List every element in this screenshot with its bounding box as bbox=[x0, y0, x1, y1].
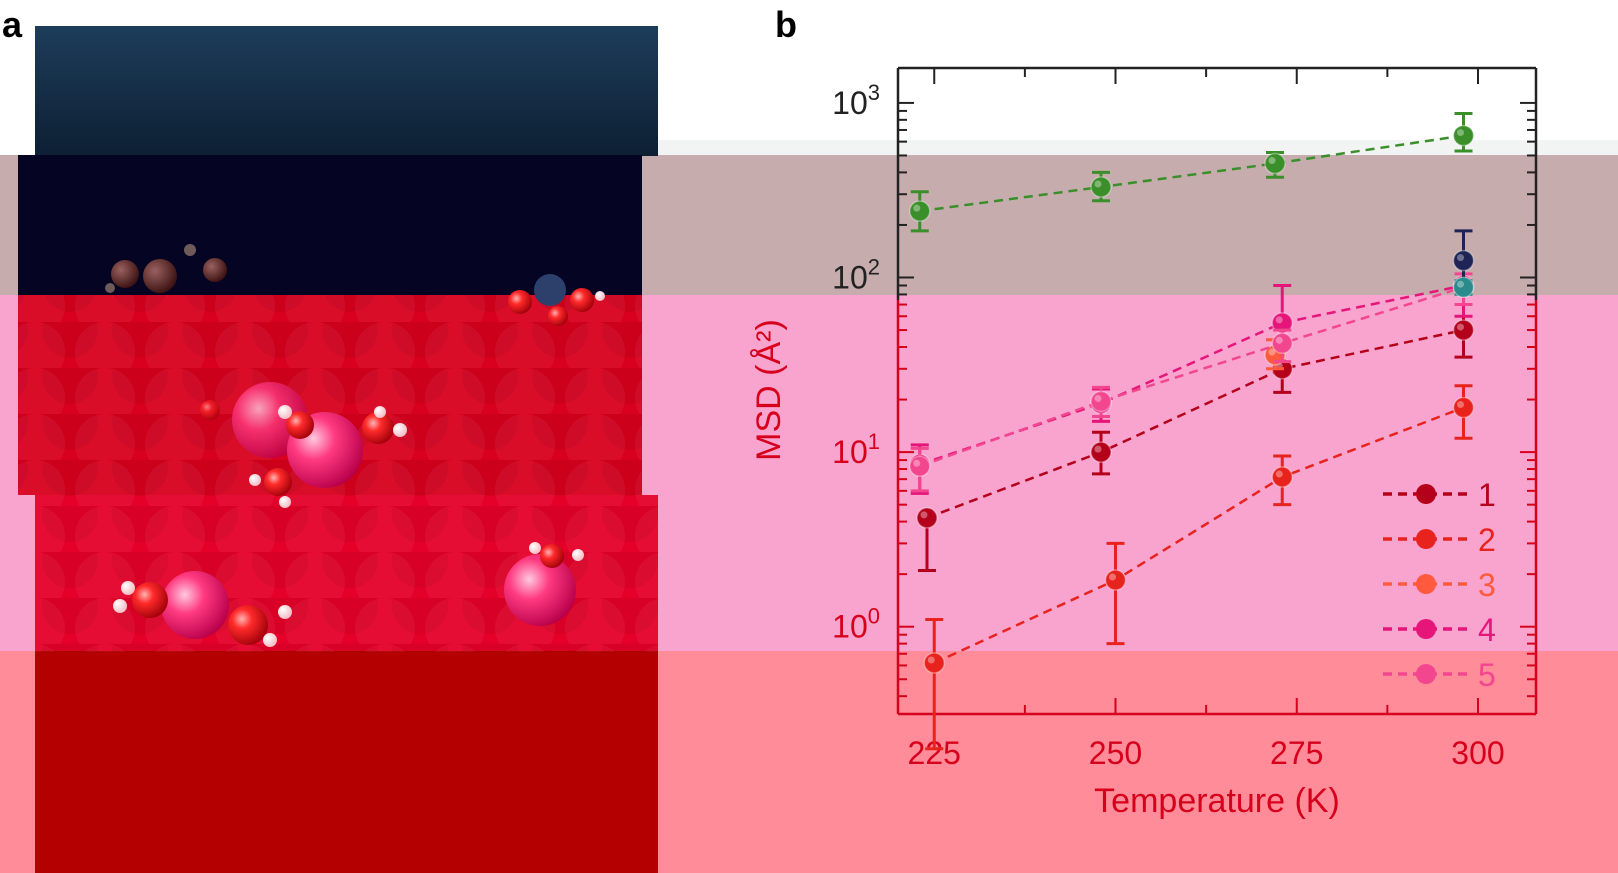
legend-label: 2 bbox=[1478, 522, 1496, 558]
data-point bbox=[1271, 332, 1293, 355]
water-molecule-icon bbox=[504, 542, 584, 626]
series-line bbox=[919, 286, 1464, 468]
data-point bbox=[1452, 319, 1475, 341]
y-tick-exponent: 3 bbox=[868, 80, 880, 105]
image-top-dark bbox=[35, 26, 658, 156]
legend-marker bbox=[1416, 529, 1436, 549]
y-tick-base: 10 bbox=[832, 85, 868, 121]
data-point-highlight bbox=[1094, 394, 1102, 402]
legend-marker bbox=[1416, 484, 1436, 504]
data-point-highlight bbox=[1457, 280, 1464, 288]
y-tick-label: 100 bbox=[832, 604, 880, 645]
data-point-highlight bbox=[1457, 129, 1464, 137]
x-tick-label: 250 bbox=[1089, 735, 1142, 771]
data-point bbox=[909, 455, 931, 477]
x-tick-label: 300 bbox=[1451, 735, 1504, 771]
data-point-highlight bbox=[1457, 401, 1464, 409]
y-tick-exponent: 2 bbox=[868, 255, 880, 280]
legend-label: 4 bbox=[1478, 612, 1496, 648]
x-tick-label: 275 bbox=[1270, 735, 1323, 771]
data-series bbox=[909, 111, 1475, 751]
legend: 1 2 3 4 5 bbox=[1383, 477, 1496, 693]
series-series_green bbox=[909, 111, 1475, 233]
y-axis-title: MSD (Å²) bbox=[750, 319, 788, 461]
data-point-highlight bbox=[913, 204, 921, 212]
data-point bbox=[1104, 569, 1127, 591]
legend-item: 5 bbox=[1383, 657, 1496, 693]
data-point-highlight bbox=[927, 656, 935, 664]
image-bottom-dark-red bbox=[35, 651, 658, 873]
data-point-highlight bbox=[1275, 470, 1283, 478]
data-point-highlight bbox=[1457, 323, 1464, 331]
data-point bbox=[1090, 441, 1112, 463]
data-point bbox=[916, 507, 938, 529]
y-tick-base: 10 bbox=[832, 260, 868, 296]
data-point bbox=[923, 652, 945, 674]
panel-a-image bbox=[18, 26, 658, 873]
water-molecule-icon bbox=[113, 571, 292, 647]
series-line bbox=[926, 328, 1464, 520]
water-molecule-icon bbox=[105, 244, 227, 293]
panel-label-b: b bbox=[775, 4, 797, 45]
data-point bbox=[909, 200, 931, 222]
band-white-strip bbox=[627, 140, 1618, 155]
series-2 bbox=[923, 384, 1475, 751]
data-point-highlight bbox=[1109, 573, 1116, 581]
data-point-highlight bbox=[920, 511, 928, 519]
x-axis-title: Temperature (K) bbox=[1094, 782, 1340, 820]
y-tick-base: 10 bbox=[832, 609, 868, 645]
data-point bbox=[1271, 466, 1293, 488]
legend-item: 1 bbox=[1383, 477, 1496, 513]
data-point bbox=[1452, 276, 1475, 298]
data-point-highlight bbox=[1275, 336, 1283, 344]
legend-marker bbox=[1416, 664, 1436, 684]
data-point bbox=[1452, 396, 1475, 419]
y-tick-label: 101 bbox=[832, 429, 880, 470]
y-tick-label: 103 bbox=[832, 80, 880, 121]
water-molecule-icon bbox=[508, 274, 605, 326]
data-point-highlight bbox=[1457, 254, 1464, 262]
series-series_teal bbox=[1452, 276, 1475, 298]
legend-label: 1 bbox=[1478, 477, 1496, 513]
y-tick-label: 102 bbox=[832, 255, 880, 296]
legend-label: 3 bbox=[1478, 567, 1496, 603]
data-point-highlight bbox=[1268, 348, 1276, 356]
legend-label: 5 bbox=[1478, 657, 1496, 693]
legend-marker bbox=[1416, 619, 1436, 639]
legend-item: 3 bbox=[1383, 567, 1496, 603]
legend-item: 4 bbox=[1383, 612, 1496, 648]
legend-item: 2 bbox=[1383, 522, 1496, 558]
legend-marker bbox=[1416, 574, 1436, 594]
y-tick-exponent: 0 bbox=[868, 604, 880, 629]
data-point-highlight bbox=[1275, 316, 1283, 324]
data-point bbox=[1452, 249, 1475, 272]
data-point bbox=[1090, 176, 1112, 198]
data-point-highlight bbox=[1268, 156, 1276, 164]
series-line bbox=[919, 134, 1464, 213]
data-point bbox=[1264, 152, 1286, 175]
data-point-highlight bbox=[913, 459, 921, 467]
data-point bbox=[1452, 124, 1475, 147]
y-tick-exponent: 1 bbox=[868, 429, 880, 454]
data-point-highlight bbox=[1094, 180, 1102, 188]
data-point bbox=[1090, 390, 1112, 413]
y-tick-base: 10 bbox=[832, 434, 868, 470]
water-molecule-icon bbox=[200, 382, 407, 508]
data-point-highlight bbox=[1094, 445, 1102, 453]
axis-ticks bbox=[896, 66, 1538, 716]
panel-label-a: a bbox=[2, 4, 23, 45]
